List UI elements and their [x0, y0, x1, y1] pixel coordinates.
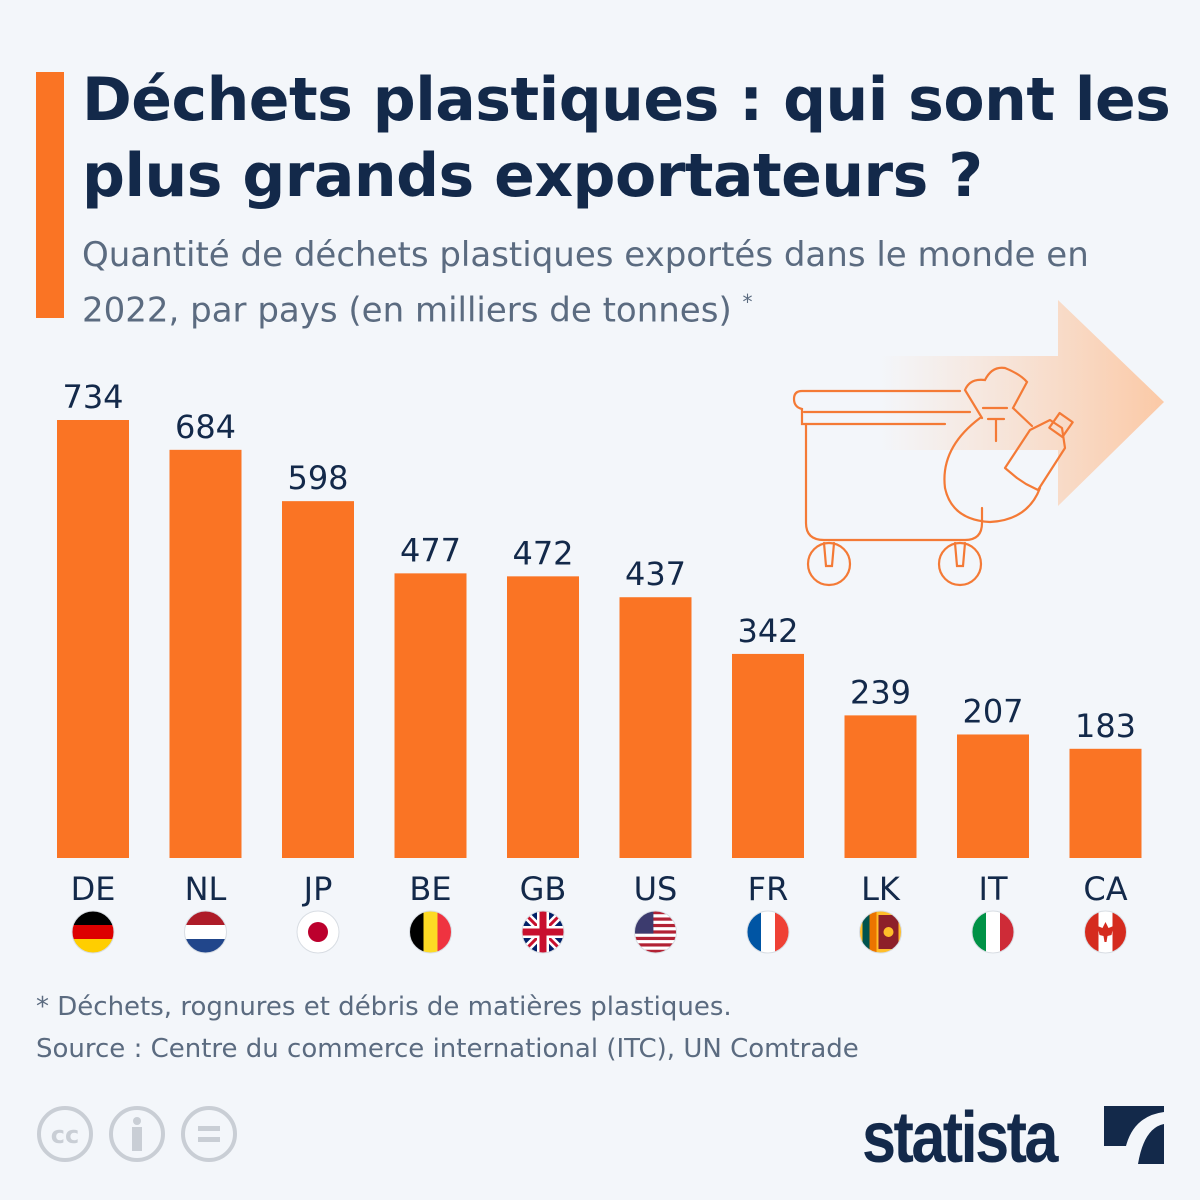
category-label: FR: [748, 870, 789, 908]
data-label: 684: [175, 408, 236, 446]
no-derivatives-icon[interactable]: [180, 1105, 240, 1165]
uk-flag-icon: [521, 910, 565, 954]
bar-group-de: 734 DE: [57, 378, 129, 954]
bar-group-lk: 239 LK: [844, 673, 917, 954]
data-label: 342: [737, 612, 798, 650]
bar-group-it: 207 IT: [957, 692, 1029, 954]
category-label: NL: [185, 870, 227, 908]
svg-text:cc: cc: [51, 1121, 79, 1149]
italy-flag-icon: [971, 910, 1015, 954]
belgium-flag-icon: [409, 910, 452, 954]
chart-title: Déchets plastiques : qui sont les plus g…: [82, 65, 1171, 211]
data-label: 239: [850, 673, 911, 711]
bar-us[interactable]: [619, 597, 692, 858]
bar-jp[interactable]: [282, 501, 354, 858]
statista-logo-mark: [1104, 1106, 1164, 1164]
data-label: 437: [625, 555, 686, 593]
bar-gb[interactable]: [507, 576, 579, 858]
bar-group-be: 477 BE: [394, 531, 467, 954]
attribution-icon[interactable]: [108, 1105, 168, 1165]
category-label: CA: [1083, 870, 1127, 908]
germany-flag-icon: [71, 910, 115, 954]
statista-logo: statista: [862, 1098, 1058, 1178]
category-label: IT: [979, 870, 1008, 908]
title-accent-bar: [36, 72, 64, 318]
sri-lanka-flag-icon: [859, 910, 902, 954]
bar-be[interactable]: [394, 573, 467, 858]
arrow-icon: [880, 300, 1164, 506]
category-label: LK: [861, 870, 901, 908]
bar-ca[interactable]: [1069, 748, 1142, 858]
bar-group-ca: 183 CA: [1069, 707, 1142, 954]
bar-group-fr: 342 FR: [732, 612, 804, 954]
france-flag-icon: [746, 910, 790, 954]
usa-flag-icon: [634, 910, 677, 954]
bar-de[interactable]: [57, 420, 129, 858]
category-label: DE: [71, 870, 116, 908]
data-label: 183: [1075, 707, 1136, 745]
category-label: US: [634, 870, 678, 908]
bar-chart: 734 DE 684 NL 598 JP 477 BE 472 GB 437 US 342 FR 239 LK…: [57, 378, 1142, 954]
category-label: JP: [302, 870, 333, 908]
category-label: BE: [409, 870, 451, 908]
bar-it[interactable]: [957, 734, 1029, 858]
data-label: 207: [962, 692, 1023, 730]
japan-flag-icon: [296, 910, 340, 954]
netherlands-flag-icon: [184, 910, 227, 954]
bar-nl[interactable]: [169, 449, 242, 858]
waste-container-export-illustration: [792, 300, 1164, 587]
data-label: 598: [287, 459, 348, 497]
subtitle-text: Quantité de déchets plastiques exportés …: [82, 235, 1089, 331]
chart-subtitle: Quantité de déchets plastiques exportés …: [82, 232, 1142, 334]
bar-group-gb: 472 GB: [507, 534, 579, 954]
bar-lk[interactable]: [844, 715, 917, 858]
plastic-bottle-icon: [1003, 411, 1074, 492]
trash-bag-icon: [943, 366, 1042, 524]
bar-group-us: 437 US: [619, 555, 692, 954]
data-label: 477: [400, 531, 461, 569]
data-label: 472: [512, 534, 573, 572]
footnote: * Déchets, rognures et débris de matière…: [36, 992, 732, 1022]
data-label: 734: [62, 378, 123, 416]
subtitle-footnote-marker: *: [742, 290, 753, 314]
source-note: Source : Centre du commerce internationa…: [36, 1034, 859, 1064]
canada-flag-icon: [1084, 910, 1127, 954]
bar-fr[interactable]: [732, 653, 804, 858]
container-icon: [792, 389, 984, 587]
category-label: GB: [520, 870, 567, 908]
bar-group-jp: 598 JP: [282, 459, 354, 954]
cc-icon[interactable]: cc: [36, 1105, 96, 1165]
bar-group-nl: 684 NL: [169, 408, 242, 954]
